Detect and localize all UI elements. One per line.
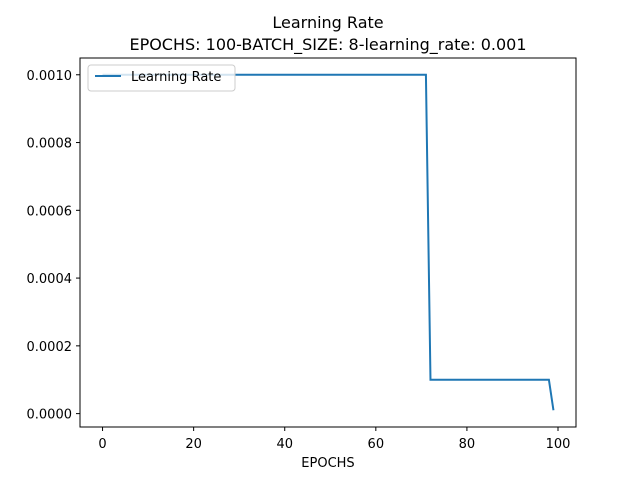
legend-box <box>87 64 236 92</box>
legend-label-learning-rate: Learning Rate <box>131 70 221 85</box>
y-axis-ticks: 0.0000 0.0002 0.0004 0.0006 0.0008 0.0010 <box>27 69 80 423</box>
chart-title: Learning Rate <box>272 13 383 32</box>
x-axis-ticks: 0 20 40 60 80 100 <box>98 427 570 452</box>
chart-subtitle: EPOCHS: 100-BATCH_SIZE: 8-learning_rate:… <box>129 35 526 55</box>
y-tick-label: 0.0010 <box>27 69 73 84</box>
series-layer <box>102 73 555 411</box>
x-tick-label: 60 <box>368 437 385 452</box>
x-tick-label: 100 <box>546 437 571 452</box>
x-axis-label: EPOCHS <box>301 456 354 471</box>
x-tick-label: 80 <box>459 437 476 452</box>
legend: Learning Rate <box>87 64 236 92</box>
y-tick-label: 0.0008 <box>27 137 73 152</box>
y-tick-label: 0.0004 <box>27 272 73 287</box>
plot-area <box>80 58 576 427</box>
plot-frame <box>79 57 577 428</box>
x-tick-label: 0 <box>98 437 106 452</box>
x-tick-label: 40 <box>276 437 293 452</box>
y-tick-label: 0.0002 <box>27 340 73 355</box>
x-tick-label: 20 <box>185 437 202 452</box>
y-tick-label: 0.0000 <box>27 408 73 423</box>
y-tick-label: 0.0006 <box>27 204 73 219</box>
series-line-learning-rate <box>102 73 555 411</box>
